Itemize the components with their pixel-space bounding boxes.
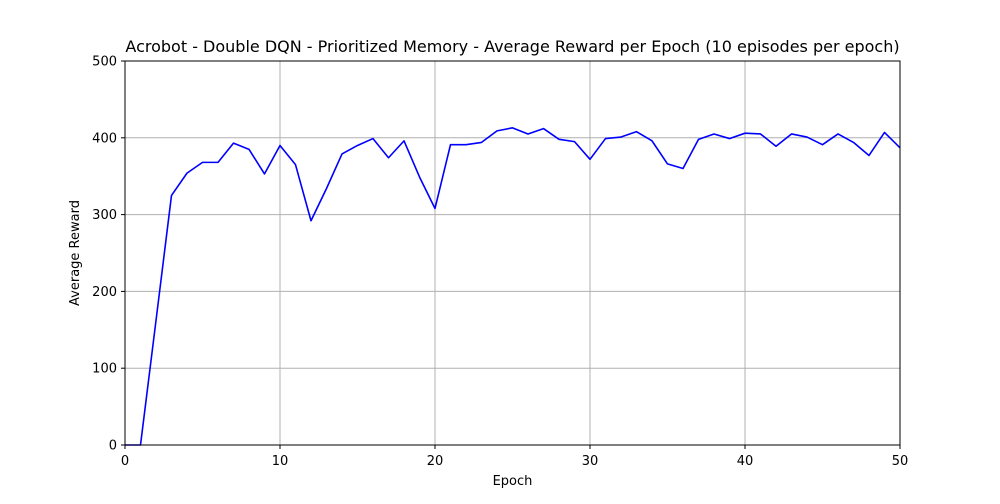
data-point bbox=[558, 138, 560, 140]
data-point bbox=[480, 141, 482, 143]
data-point bbox=[682, 167, 684, 169]
data-point bbox=[759, 133, 761, 135]
data-point bbox=[697, 138, 699, 140]
data-point bbox=[821, 144, 823, 146]
data-point bbox=[883, 131, 885, 133]
data-point bbox=[589, 158, 591, 160]
data-point bbox=[217, 161, 219, 163]
data-point bbox=[604, 137, 606, 139]
data-point bbox=[465, 144, 467, 146]
x-tick-label: 50 bbox=[892, 454, 909, 469]
data-point bbox=[449, 144, 451, 146]
data-point bbox=[790, 133, 792, 135]
data-point bbox=[744, 132, 746, 134]
data-point bbox=[666, 163, 668, 165]
x-tick-label: 10 bbox=[272, 454, 289, 469]
y-tick-label: 200 bbox=[92, 285, 117, 300]
data-point bbox=[806, 136, 808, 138]
data-point bbox=[496, 130, 498, 132]
y-tick-label: 500 bbox=[92, 55, 117, 70]
data-point bbox=[387, 157, 389, 159]
data-point bbox=[155, 319, 157, 321]
data-point bbox=[713, 133, 715, 135]
data-point bbox=[248, 148, 250, 150]
x-axis-label: Epoch bbox=[493, 474, 533, 489]
data-point bbox=[372, 137, 374, 139]
x-tick-label: 0 bbox=[121, 454, 129, 469]
data-point bbox=[651, 140, 653, 142]
data-point bbox=[201, 161, 203, 163]
data-point bbox=[837, 133, 839, 135]
data-point bbox=[403, 140, 405, 142]
data-point bbox=[341, 153, 343, 155]
y-tick-label: 400 bbox=[92, 131, 117, 146]
data-point bbox=[170, 194, 172, 196]
data-point bbox=[356, 144, 358, 146]
data-point bbox=[434, 207, 436, 209]
data-point bbox=[263, 173, 265, 175]
y-tick-label: 300 bbox=[92, 208, 117, 223]
y-axis-label: Average Reward bbox=[68, 200, 83, 306]
data-point bbox=[635, 130, 637, 132]
data-point bbox=[542, 127, 544, 129]
data-point bbox=[728, 137, 730, 139]
data-point bbox=[852, 141, 854, 143]
series-line bbox=[125, 127, 901, 446]
data-point bbox=[186, 172, 188, 174]
data-point bbox=[511, 127, 513, 129]
data-point bbox=[573, 140, 575, 142]
x-tick-label: 40 bbox=[737, 454, 754, 469]
data-point bbox=[775, 145, 777, 147]
data-point bbox=[294, 163, 296, 165]
data-point bbox=[418, 176, 420, 178]
data-point bbox=[325, 187, 327, 189]
y-tick-label: 0 bbox=[109, 439, 117, 454]
plot-frame bbox=[124, 60, 901, 446]
y-tick-label: 100 bbox=[92, 362, 117, 377]
data-point bbox=[620, 136, 622, 138]
chart-title: Acrobot - Double DQN - Prioritized Memor… bbox=[125, 37, 899, 56]
data-point bbox=[310, 220, 312, 222]
data-point bbox=[868, 154, 870, 156]
data-point bbox=[232, 142, 234, 144]
data-point bbox=[279, 144, 281, 146]
series-layer bbox=[125, 127, 901, 446]
x-tick-label: 20 bbox=[427, 454, 444, 469]
data-point bbox=[527, 133, 529, 135]
x-tick-label: 30 bbox=[582, 454, 599, 469]
